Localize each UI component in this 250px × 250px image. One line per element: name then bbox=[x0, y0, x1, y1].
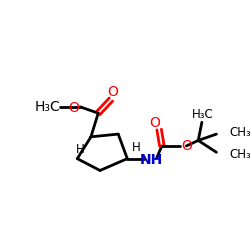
Text: O: O bbox=[181, 139, 192, 153]
Text: CH₃: CH₃ bbox=[229, 148, 250, 160]
Text: H: H bbox=[76, 143, 84, 156]
Text: H₃C: H₃C bbox=[192, 108, 214, 122]
Text: O: O bbox=[68, 101, 79, 115]
Text: CH₃: CH₃ bbox=[229, 126, 250, 139]
Text: H: H bbox=[132, 141, 141, 154]
Text: H₃C: H₃C bbox=[34, 100, 60, 114]
Text: O: O bbox=[149, 116, 160, 130]
Text: NH: NH bbox=[139, 154, 162, 168]
Text: O: O bbox=[107, 85, 118, 99]
